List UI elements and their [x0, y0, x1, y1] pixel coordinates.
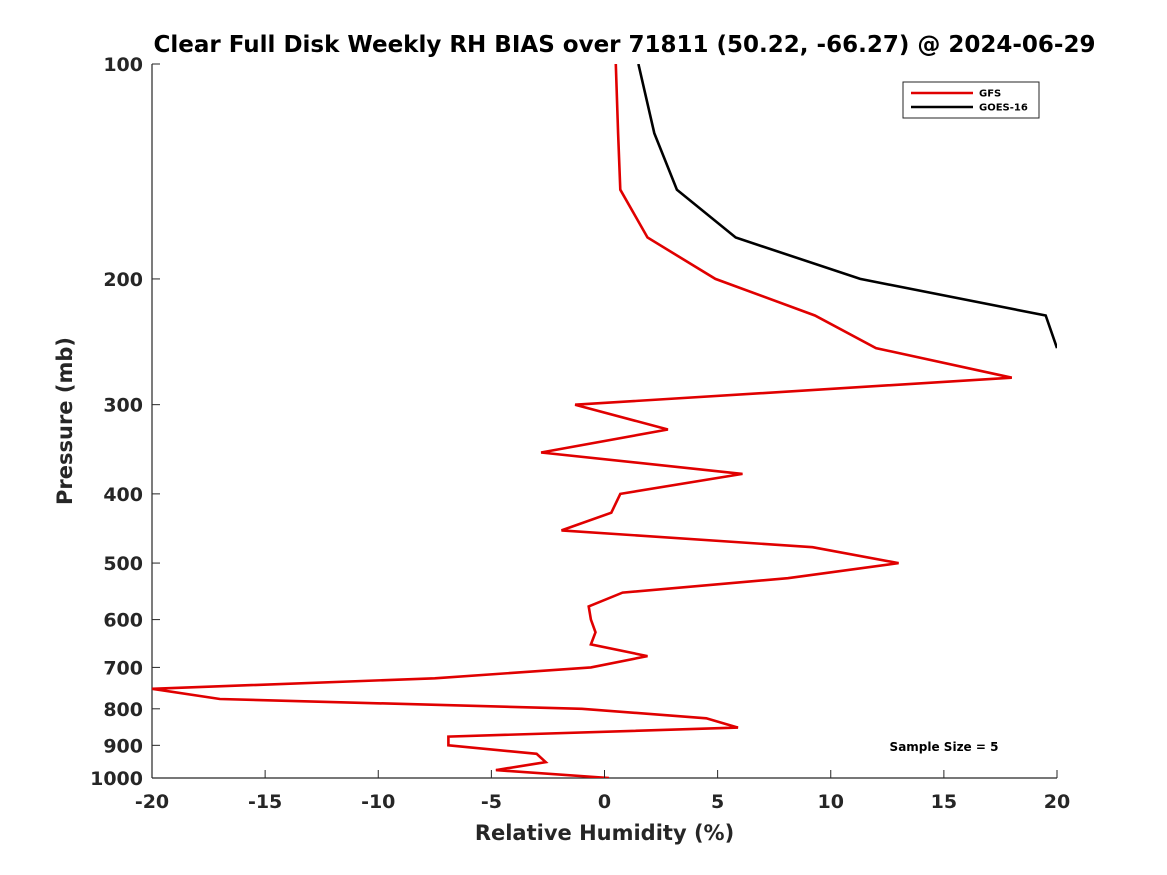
y-tick-label: 500 [103, 553, 143, 575]
x-axis: -20 -15 -10 -5 0 5 10 15 20 [135, 770, 1070, 813]
series-line-gfs [152, 64, 1013, 778]
sample-size-annotation: Sample Size = 5 [890, 740, 999, 754]
legend-box [902, 81, 1040, 119]
legend: GFS GOES-16 [902, 81, 1040, 119]
series-group [152, 64, 1057, 778]
chart-title: Clear Full Disk Weekly RH BIAS over 7181… [154, 32, 1096, 58]
x-tick-label: 0 [598, 791, 611, 813]
y-tick-label: 800 [103, 699, 143, 721]
x-axis-label: Relative Humidity (%) [475, 821, 734, 845]
legend-label: GFS [979, 89, 1001, 100]
y-tick-label: 300 [103, 395, 143, 417]
x-tick-label: -10 [361, 791, 395, 813]
x-tick-label: 15 [931, 791, 957, 813]
series-line-goes-16 [637, 64, 1057, 349]
y-tick-label: 1000 [90, 768, 143, 790]
y-axis-label: Pressure (mb) [53, 337, 77, 505]
x-tick-label: 5 [711, 791, 724, 813]
y-tick-label: 200 [103, 269, 143, 291]
y-tick-label: 400 [103, 484, 143, 506]
y-axis: 100 200 300 400 500 600 700 800 900 1000 [90, 54, 160, 790]
y-tick-label: 700 [103, 657, 143, 679]
y-tick-label: 900 [103, 735, 143, 757]
y-tick-label: 600 [103, 610, 143, 632]
x-tick-label: 10 [818, 791, 844, 813]
x-tick-label: -15 [248, 791, 282, 813]
x-tick-label: -20 [135, 791, 169, 813]
x-tick-label: -5 [481, 791, 502, 813]
legend-label: GOES-16 [979, 103, 1028, 114]
y-tick-label: 100 [103, 54, 143, 76]
x-tick-label: 20 [1044, 791, 1070, 813]
plot-area [151, 64, 1057, 779]
